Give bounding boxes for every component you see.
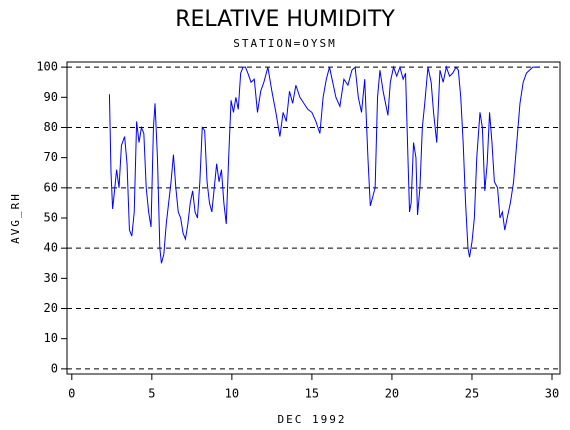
y-tick-label: 40 xyxy=(44,241,58,255)
x-tick-label: 15 xyxy=(305,387,319,401)
x-tick-label: 0 xyxy=(68,387,75,401)
x-tick-label: 10 xyxy=(225,387,239,401)
x-tick-label: 5 xyxy=(148,387,155,401)
x-tick-label: 30 xyxy=(545,387,559,401)
x-tick-label: 25 xyxy=(465,387,479,401)
y-tick-label: 20 xyxy=(44,301,58,315)
y-tick-label: 50 xyxy=(44,211,58,225)
y-tick-label: 30 xyxy=(44,271,58,285)
y-tick-label: 0 xyxy=(51,361,58,375)
y-axis-label: AVG_RH xyxy=(9,192,22,244)
plot-frame xyxy=(66,61,561,375)
y-tick-label: 100 xyxy=(36,60,58,74)
x-axis-label: DEC 1992 xyxy=(278,413,347,426)
chart-title: RELATIVE HUMIDITY xyxy=(175,7,395,32)
y-tick-label: 70 xyxy=(44,150,58,164)
data-line xyxy=(108,65,540,264)
y-tick-label: 60 xyxy=(44,180,58,194)
y-tick-label: 80 xyxy=(44,120,58,134)
y-tick-label: 10 xyxy=(44,331,58,345)
chart-subtitle: STATION=OYSM xyxy=(233,37,336,50)
y-tick-label: 90 xyxy=(44,90,58,104)
x-tick-label: 20 xyxy=(385,387,399,401)
